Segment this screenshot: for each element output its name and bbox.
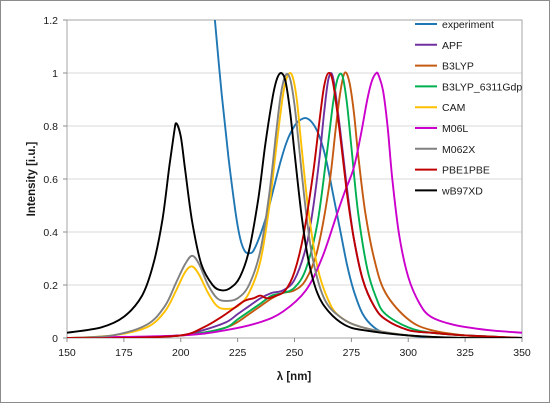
y-axis-title: Intensity [i.u.] bbox=[26, 141, 38, 216]
series-line-pbe1pbe bbox=[67, 71, 522, 338]
x-axis-ticks: 150 175 200 225 250 275 300 325 350 bbox=[58, 338, 531, 359]
y-tick-label: 0.6 bbox=[43, 174, 58, 186]
x-tick-label: 275 bbox=[343, 347, 361, 359]
y-axis-ticks: 0 0.2 0.4 0.6 0.8 1 1.2 bbox=[43, 15, 67, 345]
y-tick-label: 1.2 bbox=[43, 15, 58, 27]
x-tick-label: 325 bbox=[456, 347, 474, 359]
y-tick-label: 1 bbox=[52, 68, 58, 80]
y-tick-label: 0.8 bbox=[43, 121, 58, 133]
x-tick-label: 200 bbox=[172, 347, 190, 359]
legend: experiment APF B3LYP B3LYP_6311Gdp CAM M06L M0… bbox=[415, 19, 522, 197]
legend-label: APF bbox=[442, 40, 462, 52]
x-axis-title: λ [nm] bbox=[277, 371, 312, 383]
x-tick-label: 300 bbox=[399, 347, 417, 359]
y-gridlines bbox=[67, 72, 522, 286]
series-line-m06l bbox=[67, 71, 522, 338]
series-line-b3lyp_6311gdp bbox=[67, 72, 522, 338]
legend-label: M062X bbox=[442, 144, 475, 156]
series-line-cam bbox=[67, 72, 522, 338]
y-tick-label: 0.2 bbox=[43, 280, 58, 292]
y-tick-label: 0 bbox=[52, 333, 58, 345]
series-lines bbox=[67, 20, 522, 338]
y-tick-label: 0.4 bbox=[43, 227, 58, 239]
x-tick-label: 225 bbox=[229, 347, 247, 359]
series-line-wb97xd bbox=[67, 72, 522, 338]
legend-label: experiment bbox=[442, 19, 494, 31]
legend-label: PBE1PBE bbox=[442, 165, 490, 177]
x-tick-label: 250 bbox=[286, 347, 304, 359]
x-tick-label: 350 bbox=[513, 347, 531, 359]
x-tick-label: 150 bbox=[58, 347, 76, 359]
legend-label: M06L bbox=[442, 123, 468, 135]
legend-label: B3LYP bbox=[442, 61, 474, 73]
x-tick-label: 175 bbox=[115, 347, 133, 359]
series-line-m062x bbox=[67, 73, 522, 338]
legend-label: CAM bbox=[442, 102, 465, 114]
legend-label: wB97XD bbox=[441, 185, 483, 197]
legend-label: B3LYP_6311Gdp bbox=[442, 81, 522, 93]
